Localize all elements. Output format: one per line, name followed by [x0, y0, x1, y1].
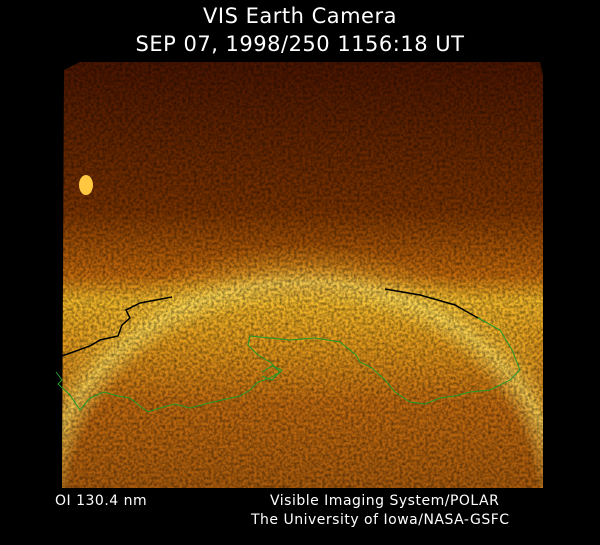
image-title: VIS Earth Camera — [203, 4, 397, 28]
instrument-label: Visible Imaging System/POLAR — [270, 493, 500, 509]
image-noise — [62, 62, 543, 488]
terminator-line-left — [61, 296, 173, 357]
bright-spot — [79, 175, 93, 195]
coastline-fragment — [261, 365, 283, 381]
institution-label: The University of Iowa/NASA-GSFC — [251, 512, 510, 528]
terminator-line-right — [384, 288, 479, 319]
wavelength-label: OI 130.4 nm — [55, 493, 148, 509]
coastline — [55, 317, 521, 413]
image-timestamp: SEP 07, 1998/250 1156:18 UT — [135, 32, 465, 56]
